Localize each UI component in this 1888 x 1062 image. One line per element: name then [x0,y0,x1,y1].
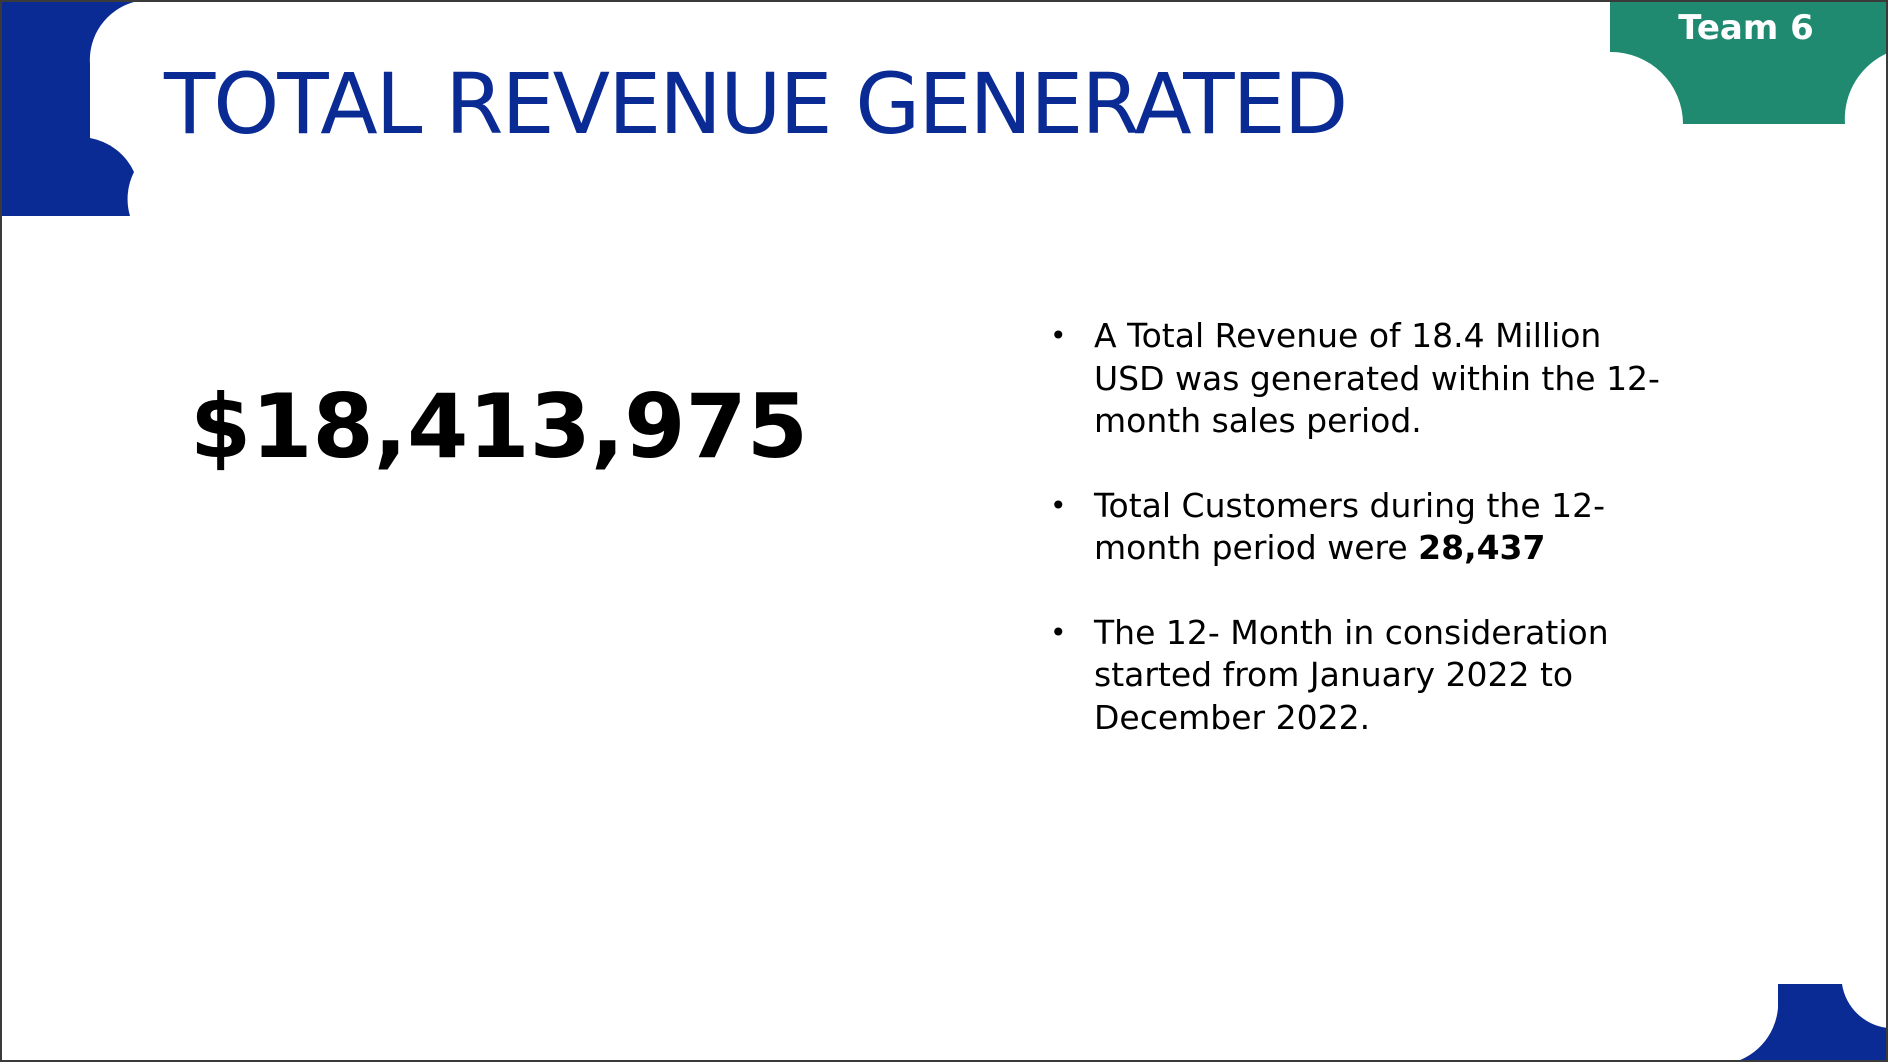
bullet-dot-icon: • [1050,615,1067,649]
bullet-dot-icon: • [1050,488,1067,522]
top-left-corner-decoration [2,2,134,216]
bullet-list: • A Total Revenue of 18.4 Million USD wa… [1044,315,1674,781]
bullet-item-period: • The 12- Month in consideration started… [1044,612,1674,740]
team-badge-shape [1610,2,1886,124]
bullet-text: Total Customers during the 12-month peri… [1094,486,1605,568]
slide-title: TOTAL REVENUE GENERATED [164,55,1348,153]
bullet-dot-icon: • [1050,319,1067,352]
bottom-right-corner-decoration [1739,984,1886,1060]
total-revenue-figure: $18,413,975 [190,375,808,478]
team-label: Team 6 [1678,8,1814,48]
bullet-item-customers: Total Customers during the 12-month peri… [1044,485,1674,570]
bullet-text: A Total Revenue of 18.4 Million USD was … [1094,316,1660,440]
bullet-text-before: Total Customers during the 12-month peri… [1094,485,1606,568]
total-customers-value: 28,437 [1418,528,1546,567]
bullet-item-revenue: • A Total Revenue of 18.4 Million USD wa… [1044,315,1674,443]
bullet-text: The 12- Month in consideration started f… [1094,612,1609,737]
